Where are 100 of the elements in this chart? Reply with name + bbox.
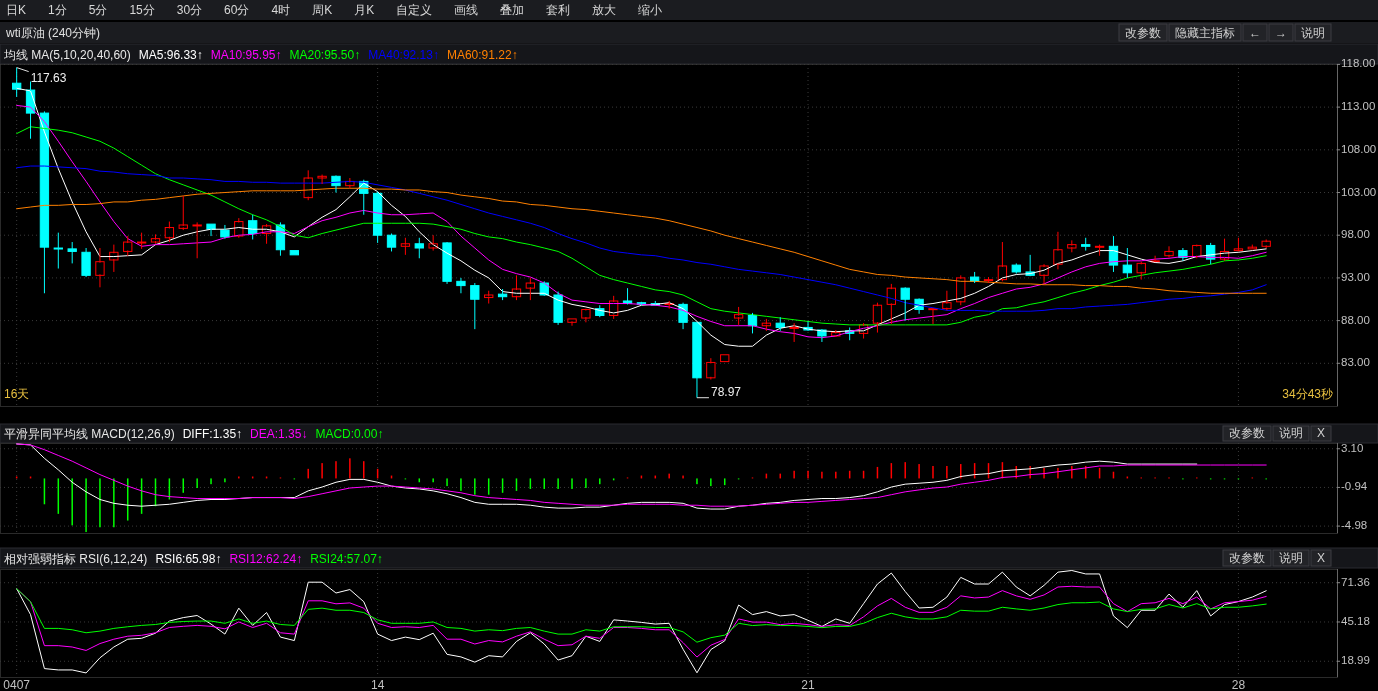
text: ← — [1249, 26, 1261, 40]
candlestick — [136, 232, 147, 250]
candlestick — [1053, 231, 1063, 270]
text: → — [1275, 26, 1287, 40]
x-tick-label: 21 — [801, 678, 816, 691]
candlestick — [720, 354, 730, 363]
x-tick-label: 0407 — [3, 678, 31, 691]
text: 缩小 — [638, 3, 663, 17]
candlestick — [456, 277, 466, 294]
chart-subtitle: 相对强弱指标 RSI(6,12,24) — [4, 552, 148, 566]
line-series — [16, 570, 1267, 674]
candlestick — [317, 174, 327, 185]
annotation: 117.63 — [30, 70, 67, 85]
candlestick — [942, 290, 952, 311]
annotation: 16天 — [4, 387, 30, 401]
y-tick-label: -4.98 — [1341, 519, 1368, 532]
candlestick — [67, 241, 77, 264]
x-tick-label: 28 — [1231, 678, 1246, 691]
text: 画线 — [454, 3, 479, 17]
candlestick — [581, 308, 591, 323]
candlestick — [706, 357, 716, 381]
candlestick — [400, 237, 411, 256]
candlestick — [178, 195, 188, 231]
text: 15分 — [129, 3, 155, 17]
text: 说明 — [1278, 551, 1303, 565]
chart-title: wti原油 (240分钟) — [5, 26, 101, 40]
candlestick — [81, 247, 91, 278]
text: 34分43秒 — [1282, 387, 1333, 401]
text: DIFF:1.35↑ — [182, 427, 243, 441]
y-tick-label: 108.00 — [1341, 142, 1377, 155]
y-tick-label: 113.00 — [1341, 100, 1376, 113]
candlestick — [206, 223, 216, 237]
text: 1分 — [48, 3, 67, 17]
candlestick — [775, 316, 785, 332]
chart-subtitle: 均线 MA(5,10,20,40,60) — [3, 48, 131, 62]
text: MA5:96.33↑ — [138, 48, 203, 62]
text: 叠加 — [500, 3, 525, 17]
y-tick-label: 18.99 — [1341, 654, 1370, 667]
candlestick — [442, 241, 452, 285]
series-label: MACD:0.00↑ — [315, 427, 384, 441]
text: X — [1316, 551, 1325, 565]
text: 30分 — [176, 3, 203, 17]
text: 月K — [354, 3, 375, 17]
y-tick-label: 88.00 — [1341, 313, 1370, 326]
line-series — [16, 588, 1267, 643]
text: 周K — [312, 3, 333, 17]
text: DEA:1.35↓ — [250, 427, 308, 441]
y-tick-label: 71.36 — [1341, 575, 1370, 588]
text: 60分 — [224, 3, 250, 17]
candlestick — [289, 250, 299, 256]
text: MA40:92.13↑ — [368, 48, 439, 62]
text: 日K — [6, 3, 27, 17]
text: RSI12:62.24↑ — [229, 552, 303, 566]
candlestick — [164, 221, 175, 243]
candlestick — [192, 221, 202, 259]
y-tick-label: 3.10 — [1341, 441, 1364, 454]
text: 隐藏主指标 — [1175, 26, 1235, 40]
candlestick — [733, 306, 744, 326]
y-tick-label: 98.00 — [1341, 228, 1370, 241]
candlestick — [553, 291, 563, 326]
candlestick — [150, 233, 161, 245]
text: 5分 — [88, 3, 108, 17]
chart-subtitle: 平滑异同平均线 MACD(12,26,9) — [4, 427, 175, 441]
text: 4时 — [271, 3, 291, 17]
candlestick — [692, 321, 702, 399]
text: 说明 — [1278, 426, 1303, 440]
annotation: 78.97 — [710, 384, 742, 399]
candlestick — [900, 286, 910, 322]
y-tick-label: -0.94 — [1341, 480, 1368, 493]
y-tick-label: 118.00 — [1341, 57, 1376, 70]
text: 改参数 — [1228, 551, 1265, 565]
candlestick — [95, 247, 105, 288]
y-tick-label: 103.00 — [1341, 185, 1377, 198]
candlestick — [1261, 238, 1271, 249]
x-tick-label: 14 — [370, 678, 385, 691]
text: MA10:95.95↑ — [210, 48, 282, 62]
text: X — [1316, 426, 1325, 440]
text: MA20:95.50↑ — [289, 48, 361, 62]
candlestick — [1164, 245, 1174, 258]
candlestick — [1011, 262, 1021, 275]
candlestick — [414, 237, 424, 259]
candlestick — [484, 290, 494, 305]
text: 套利 — [546, 3, 571, 17]
text: 说明 — [1301, 26, 1325, 40]
candlestick — [123, 235, 133, 257]
candlestick — [470, 282, 480, 330]
text: MA60:91.22↑ — [446, 48, 518, 62]
text: RSI6:65.98↑ — [155, 552, 222, 566]
candlestick — [497, 288, 508, 301]
candlestick — [53, 232, 63, 270]
text: 自定义 — [396, 3, 433, 17]
candlestick — [220, 224, 230, 240]
candlestick — [1122, 247, 1133, 279]
y-tick-label: 83.00 — [1341, 356, 1370, 369]
text: 改参数 — [1228, 426, 1265, 440]
y-tick-label: 93.00 — [1341, 270, 1370, 283]
candlestick — [1067, 239, 1077, 253]
candlestick — [525, 277, 536, 301]
text: 放大 — [592, 3, 617, 17]
line-series — [16, 165, 1267, 312]
